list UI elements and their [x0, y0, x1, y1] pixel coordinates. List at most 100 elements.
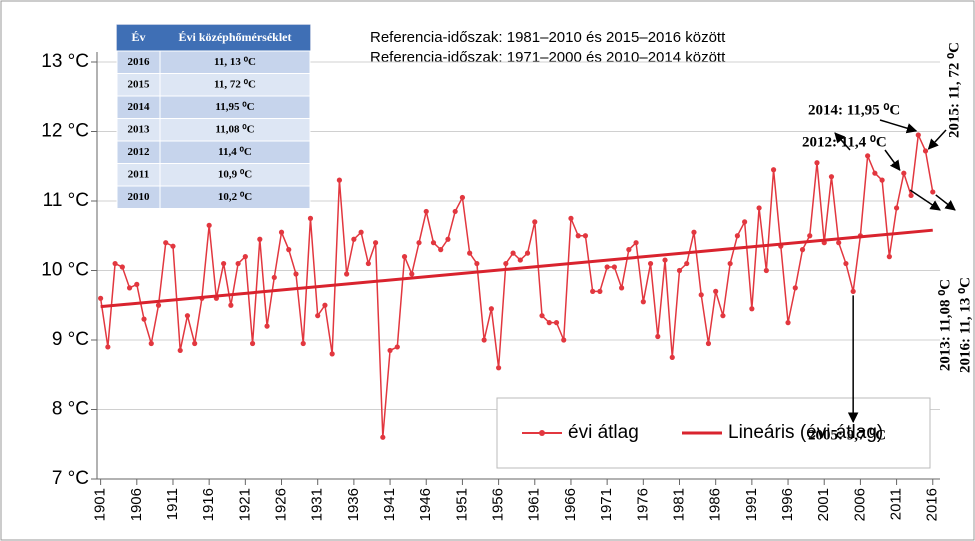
table-cell: 2011 — [128, 168, 149, 180]
x-tick-label: 1906 — [128, 488, 145, 521]
data-point — [235, 260, 241, 267]
reference-note: Referencia-időszak: 1981–2010 és 2015–20… — [370, 29, 726, 46]
table-cell: 2010 — [128, 191, 151, 203]
data-point — [488, 306, 494, 312]
x-tick-label: 2001 — [815, 488, 832, 521]
data-point — [619, 285, 625, 291]
annotation-arrow — [927, 129, 947, 150]
data-point — [828, 174, 835, 180]
annotation-arrow — [879, 119, 918, 134]
data-point — [307, 215, 314, 221]
data-point — [315, 313, 321, 319]
annotation-arrow — [909, 189, 941, 211]
data-point — [423, 208, 429, 215]
data-point — [886, 254, 892, 260]
legend-label: évi átlag — [568, 422, 639, 443]
x-tick-label: 1921 — [236, 488, 253, 521]
data-point — [532, 219, 538, 225]
table-cell: 10,2 ⁰C — [218, 191, 252, 203]
data-point — [770, 167, 777, 173]
data-point — [792, 285, 798, 291]
data-point — [278, 229, 285, 235]
data-point — [713, 288, 719, 294]
data-point — [872, 170, 878, 176]
data-point — [698, 292, 704, 298]
data-point — [148, 340, 154, 347]
data-point — [582, 233, 589, 239]
data-point — [930, 189, 936, 195]
data-point — [344, 271, 350, 277]
data-point — [720, 313, 726, 319]
data-point — [865, 153, 871, 159]
data-point — [177, 347, 183, 354]
reference-note: Referencia-időszak: 1971–2000 és 2010–20… — [370, 49, 726, 66]
data-point — [604, 264, 610, 270]
data-point — [590, 288, 596, 294]
data-point — [517, 257, 523, 263]
data-point — [539, 313, 545, 319]
data-point — [655, 333, 661, 340]
y-tick-label: 8 °C — [52, 399, 89, 420]
data-point — [141, 316, 147, 322]
data-point — [814, 160, 820, 166]
data-point — [184, 313, 191, 319]
data-point — [438, 247, 444, 253]
data-point — [691, 229, 697, 235]
table-cell: 2015 — [128, 78, 151, 90]
data-point — [546, 320, 552, 326]
data-point — [358, 229, 364, 235]
x-tick-label: 1956 — [490, 488, 507, 521]
x-tick-label: 1976 — [634, 488, 651, 521]
data-point — [394, 344, 400, 350]
data-point — [409, 271, 415, 277]
data-point — [112, 260, 118, 267]
table-cell: 2016 — [128, 56, 151, 68]
x-tick-label: 2011 — [888, 488, 905, 520]
data-point — [850, 288, 856, 294]
x-tick-label: 1936 — [345, 488, 362, 521]
data-point — [662, 257, 668, 263]
x-tick-label: 1996 — [779, 488, 796, 521]
data-point — [568, 215, 574, 221]
data-point — [257, 236, 263, 242]
data-point — [387, 347, 393, 354]
data-point — [901, 170, 907, 176]
y-tick-label: 9 °C — [52, 329, 89, 350]
data-point — [300, 340, 306, 347]
table-header-cell: Év — [131, 30, 145, 44]
data-point — [134, 281, 140, 287]
legend-marker — [539, 430, 545, 436]
annotation-arrow — [834, 132, 851, 151]
table-cell: 2013 — [128, 123, 151, 135]
x-tick-label: 1986 — [707, 488, 724, 521]
table-cell: 11, 72 ⁰C — [214, 78, 256, 90]
x-tick-label: 1981 — [670, 488, 687, 521]
data-point — [510, 250, 516, 256]
table-row — [116, 185, 311, 209]
annotation: 2015: 11, 72 ⁰C — [946, 42, 962, 138]
data-point — [481, 337, 487, 343]
data-point — [119, 264, 125, 270]
annotation: 2013: 11,08 ⁰C — [937, 279, 953, 371]
y-tick-label: 11 °C — [43, 190, 89, 211]
data-point — [669, 354, 675, 360]
data-point — [228, 302, 234, 308]
data-point — [756, 205, 762, 211]
data-point — [524, 250, 531, 256]
x-tick-label: 1941 — [381, 488, 398, 521]
data-point — [242, 254, 248, 260]
data-point — [908, 192, 914, 199]
annotation: 2012: 11,4 ⁰C — [802, 134, 887, 150]
table-header-cell: Évi középhőmérséklet — [179, 30, 292, 44]
data-point — [430, 240, 437, 246]
data-point — [372, 240, 379, 246]
data-point — [401, 254, 408, 260]
table-cell: 11,4 ⁰C — [218, 146, 252, 158]
data-point — [474, 260, 480, 267]
data-point — [734, 233, 740, 239]
data-point — [922, 148, 929, 154]
table-cell: 11, 13 ⁰C — [214, 56, 256, 68]
x-tick-label: 1931 — [309, 488, 326, 521]
table-cell: 10,9 ⁰C — [218, 168, 252, 180]
